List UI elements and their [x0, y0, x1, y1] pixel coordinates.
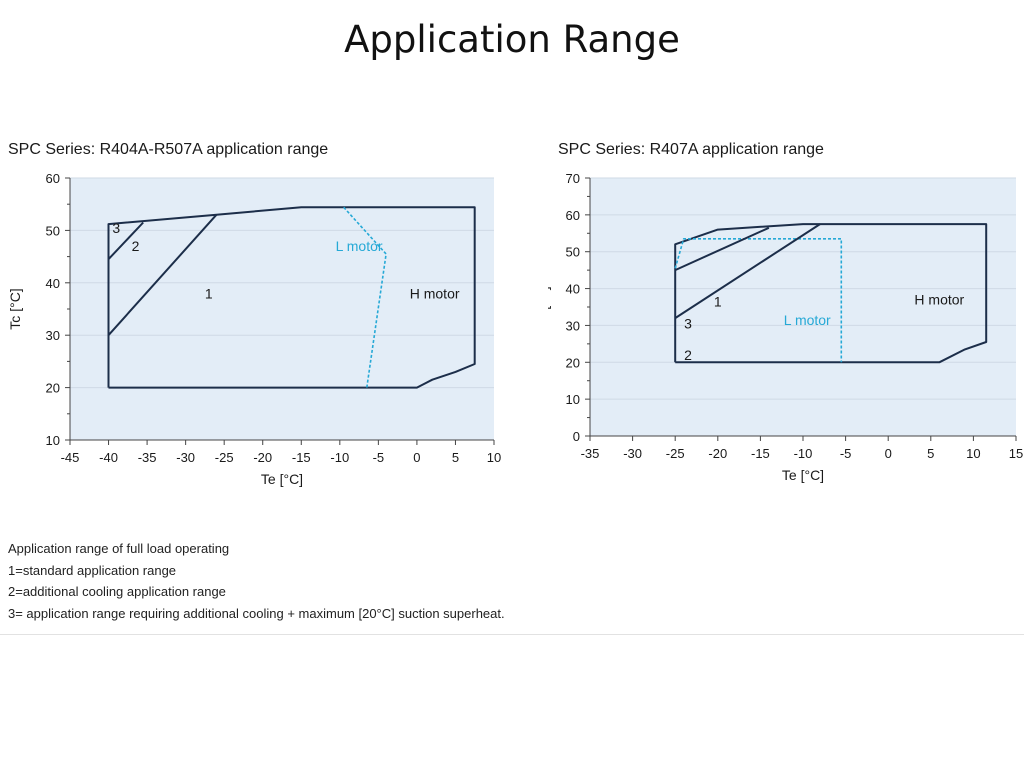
x-tick-label: 10: [966, 446, 980, 461]
x-tick-label: -20: [253, 450, 272, 465]
y-tick-label: 60: [566, 208, 580, 223]
r404a-r507a-application-range-chart: SPC Series: R404A-R507A application rang…: [7, 141, 501, 487]
x-tick-label: -10: [330, 450, 349, 465]
x-axis-label: Te [°C]: [782, 467, 824, 483]
x-tick-label: 0: [885, 446, 892, 461]
x-tick-label: 0: [413, 450, 420, 465]
plot-area: [70, 178, 494, 440]
y-tick-label: 10: [566, 392, 580, 407]
region-boundary: [674, 223, 821, 319]
l-motor-label: L motor: [784, 312, 831, 328]
y-axis-label: Tc [°C]: [7, 288, 23, 329]
region-boundary: [107, 221, 144, 260]
y-tick-label: 50: [566, 245, 580, 260]
y-tick-label: 10: [46, 433, 60, 448]
x-tick-label: -5: [373, 450, 385, 465]
notes-heading: Application range of full load operating: [8, 541, 230, 556]
notes-line: 2=additional cooling application range: [8, 584, 226, 599]
x-tick-label: 15: [1009, 446, 1023, 461]
notes-line: 3= application range requiring additiona…: [8, 605, 505, 621]
y-tick-label: 50: [46, 223, 60, 238]
y-tick-label: 20: [46, 381, 60, 396]
x-tick-label: -10: [794, 446, 813, 461]
h-motor-boundary: [107, 206, 476, 389]
region-label-1: 1: [714, 293, 722, 309]
l-motor-boundary: [343, 206, 387, 388]
y-tick-label: 40: [566, 282, 580, 297]
y-tick-label: 60: [46, 171, 60, 186]
region-label-2: 2: [132, 238, 140, 254]
region-boundary: [674, 226, 770, 272]
x-tick-label: -15: [292, 450, 311, 465]
x-tick-label: -30: [623, 446, 642, 461]
l-motor-label: L motor: [336, 238, 383, 254]
region-boundary: [107, 214, 218, 336]
x-tick-label: -20: [708, 446, 727, 461]
region-label-2: 2: [684, 347, 692, 363]
plot-area: [590, 178, 1016, 436]
page-title: Application Range: [344, 18, 680, 61]
r407a-application-range-chart: SPC Series: R407A application range01020…: [548, 141, 1023, 483]
x-tick-label: -15: [751, 446, 770, 461]
notes-line: 1=standard application range: [8, 562, 177, 578]
h-motor-label: H motor: [410, 285, 460, 301]
x-tick-label: -5: [840, 446, 852, 461]
chart-title: SPC Series: R407A application range: [558, 141, 824, 158]
x-tick-label: -40: [99, 450, 118, 465]
x-tick-label: -35: [138, 450, 157, 465]
x-tick-label: -35: [581, 446, 600, 461]
y-tick-label: 0: [573, 429, 580, 444]
x-tick-label: 10: [487, 450, 501, 465]
y-tick-label: 40: [46, 276, 60, 291]
x-tick-label: -25: [666, 446, 685, 461]
x-tick-label: 5: [452, 450, 459, 465]
x-tick-label: -25: [215, 450, 234, 465]
x-tick-label: -30: [176, 450, 195, 465]
region-label-3: 3: [684, 316, 692, 332]
l-motor-boundary: [674, 238, 843, 363]
x-axis-label: Te [°C]: [261, 471, 303, 487]
region-label-3: 3: [112, 220, 120, 236]
application-range-notes: Application range of full load operating…: [8, 538, 505, 624]
y-tick-label: 20: [566, 355, 580, 370]
h-motor-label: H motor: [914, 292, 964, 308]
chart-title: SPC Series: R404A-R507A application rang…: [8, 141, 328, 158]
divider: [0, 634, 1024, 635]
x-tick-label: -45: [61, 450, 80, 465]
x-tick-label: 5: [927, 446, 934, 461]
y-axis-label: Tc [°C]: [548, 286, 551, 327]
y-tick-label: 70: [566, 171, 580, 186]
y-tick-label: 30: [566, 318, 580, 333]
y-tick-label: 30: [46, 328, 60, 343]
region-label-1: 1: [205, 285, 213, 301]
